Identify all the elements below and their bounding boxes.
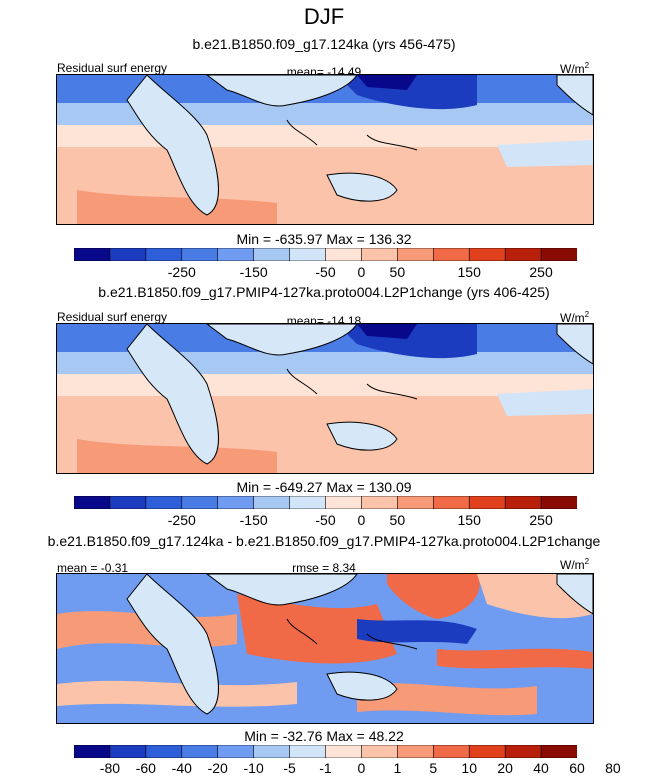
colorbar-cell xyxy=(289,745,327,758)
colorbar-tick-label: -50 xyxy=(315,264,336,280)
panel3-map xyxy=(56,573,594,724)
colorbar-cell xyxy=(540,745,577,758)
colorbar-tick-label: -80 xyxy=(99,760,121,776)
colorbar-cell xyxy=(181,496,219,509)
colorbar-tick-label: -5 xyxy=(283,760,296,776)
colorbar-cell xyxy=(145,248,183,261)
panel2-variable-label: Residual surf energy xyxy=(57,310,168,324)
panel1-title: b.e21.B1850.f09_g17.124ka (yrs 456-475) xyxy=(192,36,456,52)
colorbar-cell xyxy=(540,496,577,509)
colorbar-cell xyxy=(325,496,363,509)
colorbar-tick-label: 250 xyxy=(529,512,553,528)
panel3-rmse-label: rmse = 8.34 xyxy=(292,561,356,575)
colorbar-cell xyxy=(181,745,219,758)
colorbar-cell xyxy=(181,248,219,261)
colorbar-cell xyxy=(432,496,470,509)
colorbar-cell xyxy=(540,248,577,261)
colorbar-cell xyxy=(253,248,291,261)
panel2-minmax: Min = -649.27 Max = 130.09 xyxy=(236,479,412,495)
colorbar-tick-label: -1 xyxy=(319,760,332,776)
colorbar-cell xyxy=(325,745,363,758)
colorbar-cell xyxy=(397,745,434,758)
colorbar-cell xyxy=(289,248,327,261)
colorbar-tick-label: 50 xyxy=(389,512,406,528)
colorbar-tick-label: 10 xyxy=(461,760,477,776)
colorbar-tick-label: 0 xyxy=(357,512,366,528)
colorbar-cell xyxy=(74,248,111,261)
colorbar-tick-label: 150 xyxy=(457,264,481,280)
panel2-title: b.e21.B1850.f09_g17.PMIP4-127ka.proto004… xyxy=(98,284,550,300)
colorbar-cell xyxy=(253,496,291,509)
colorbar-cell xyxy=(217,496,255,509)
colorbar-cell xyxy=(468,496,506,509)
colorbar-tick-label: 60 xyxy=(569,760,585,776)
colorbar-tick-label: -10 xyxy=(243,760,264,776)
colorbar-tick-label: 5 xyxy=(429,760,438,776)
colorbar-cell xyxy=(468,248,506,261)
panel3-minmax: Min = -32.76 Max = 48.22 xyxy=(244,728,404,744)
colorbar-tick-label: 250 xyxy=(529,264,553,280)
panel1-map xyxy=(56,74,594,225)
panel2-unit: W/m2 xyxy=(560,310,590,325)
colorbar-tick-label: 150 xyxy=(457,512,481,528)
colorbar-cell xyxy=(397,248,434,261)
colorbar-cell xyxy=(504,248,542,261)
colorbar-cell xyxy=(432,248,470,261)
colorbar-cell xyxy=(361,248,398,261)
colorbar-tick-label: -250 xyxy=(167,264,196,280)
colorbar-cell xyxy=(74,745,111,758)
colorbar-tick-label: 50 xyxy=(389,264,406,280)
panel3-title: b.e21.B1850.f09_g17.124ka - b.e21.B1850.… xyxy=(47,533,601,549)
colorbar-cell xyxy=(145,745,183,758)
colorbar-cell xyxy=(325,248,363,261)
colorbar-cell xyxy=(217,745,255,758)
colorbar-cell xyxy=(432,745,470,758)
panel3-colorbar xyxy=(74,745,577,758)
colorbar-cell xyxy=(397,496,434,509)
colorbar-cell xyxy=(504,745,542,758)
panel3-unit: W/m2 xyxy=(560,557,590,572)
colorbar-tick-label: -150 xyxy=(239,512,268,528)
colorbar-tick-label: -150 xyxy=(239,264,268,280)
panel1-variable-label: Residual surf energy xyxy=(57,61,168,75)
colorbar-cell xyxy=(109,745,147,758)
colorbar-tick-label: -20 xyxy=(207,760,228,776)
panel1-unit: W/m2 xyxy=(560,61,590,76)
colorbar-tick-label: 20 xyxy=(497,760,513,776)
colorbar-cell xyxy=(468,745,506,758)
colorbar-cell xyxy=(109,496,147,509)
colorbar-cell xyxy=(289,496,327,509)
page-title: DJF xyxy=(303,4,345,29)
colorbar-cell xyxy=(504,496,542,509)
colorbar-tick-label: 0 xyxy=(357,264,366,280)
panel2-map xyxy=(56,323,594,474)
colorbar-cell xyxy=(253,745,291,758)
colorbar-cell xyxy=(361,745,398,758)
panel3-mean-label: mean = -0.31 xyxy=(57,561,129,575)
colorbar-cell xyxy=(74,496,111,509)
panel1-minmax: Min = -635.97 Max = 136.32 xyxy=(236,231,412,247)
colorbar-tick-label: 0 xyxy=(357,760,366,776)
colorbar-cell xyxy=(217,248,255,261)
colorbar-cell xyxy=(361,496,398,509)
panel2-colorbar xyxy=(74,496,577,509)
colorbar-tick-label: 40 xyxy=(533,760,549,776)
colorbar-tick-label: 1 xyxy=(393,760,402,776)
colorbar-cell xyxy=(145,496,183,509)
colorbar-tick-label: 80 xyxy=(605,760,621,776)
colorbar-tick-label: -60 xyxy=(135,760,156,776)
panel1-colorbar xyxy=(74,248,577,261)
colorbar-cell xyxy=(109,248,147,261)
colorbar-tick-label: -40 xyxy=(171,760,192,776)
colorbar-tick-label: -250 xyxy=(167,512,196,528)
colorbar-tick-label: -50 xyxy=(315,512,336,528)
